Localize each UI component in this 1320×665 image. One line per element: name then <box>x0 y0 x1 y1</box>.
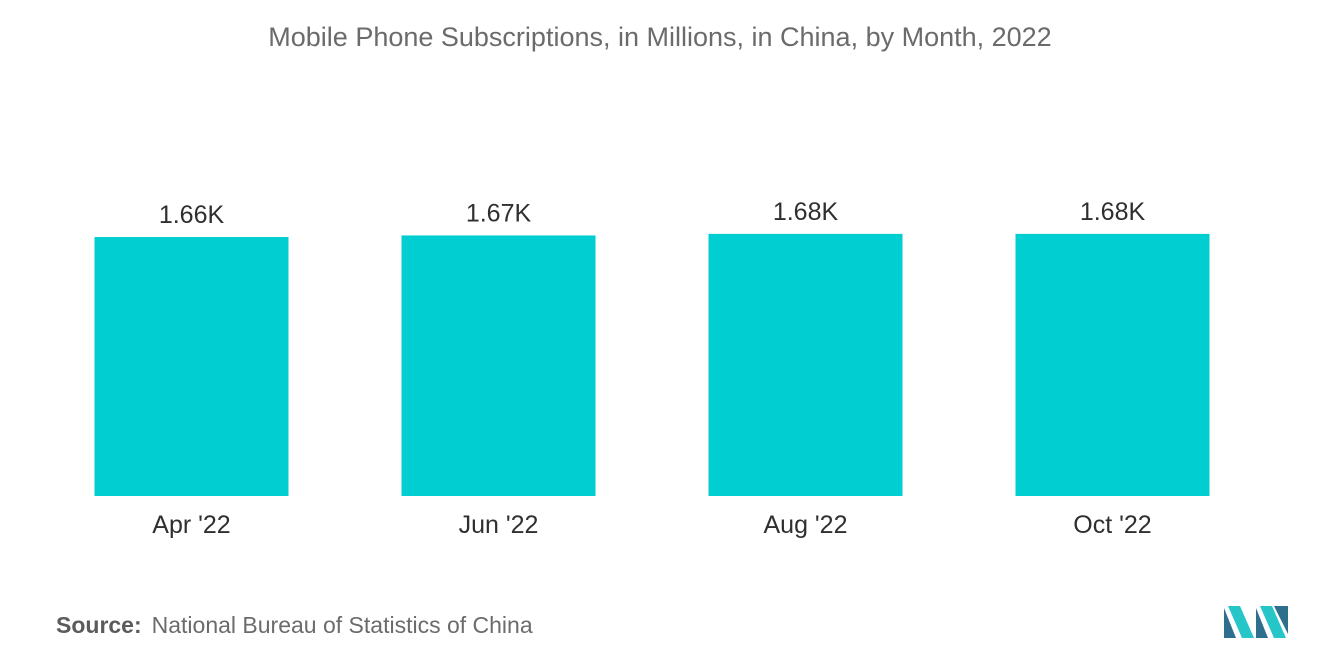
source-note: Source: National Bureau of Statistics of … <box>56 612 533 639</box>
brand-logo <box>1224 606 1288 638</box>
source-label: Source: <box>56 612 142 638</box>
x-tick-label-0: Apr '22 <box>152 511 230 539</box>
logo-shape-1 <box>1224 608 1236 638</box>
data-label-0: 1.66K <box>159 201 225 229</box>
x-tick-label-1: Jun '22 <box>459 511 539 539</box>
bar-1 <box>401 235 596 496</box>
source-text: National Bureau of Statistics of China <box>151 612 533 638</box>
data-label-3: 1.68K <box>1080 198 1146 226</box>
x-tick-label-3: Oct '22 <box>1073 511 1151 539</box>
data-label-1: 1.67K <box>466 199 532 227</box>
x-tick-label-2: Aug '22 <box>763 511 847 539</box>
data-label-2: 1.68K <box>773 198 839 226</box>
chart-title: Mobile Phone Subscriptions, in Millions,… <box>268 22 1052 52</box>
logo-shape-5 <box>1274 606 1288 634</box>
bar-3 <box>1015 233 1210 496</box>
bar-2 <box>708 233 903 496</box>
bar-chart: 1.66K Apr '22 1.67K Jun '22 1.68K Aug '22 1.68… <box>94 198 1210 539</box>
logo-shape-4 <box>1260 606 1286 638</box>
logo-shape-3 <box>1256 608 1268 638</box>
logo-shape-2 <box>1228 606 1254 638</box>
bar-0 <box>94 237 289 496</box>
